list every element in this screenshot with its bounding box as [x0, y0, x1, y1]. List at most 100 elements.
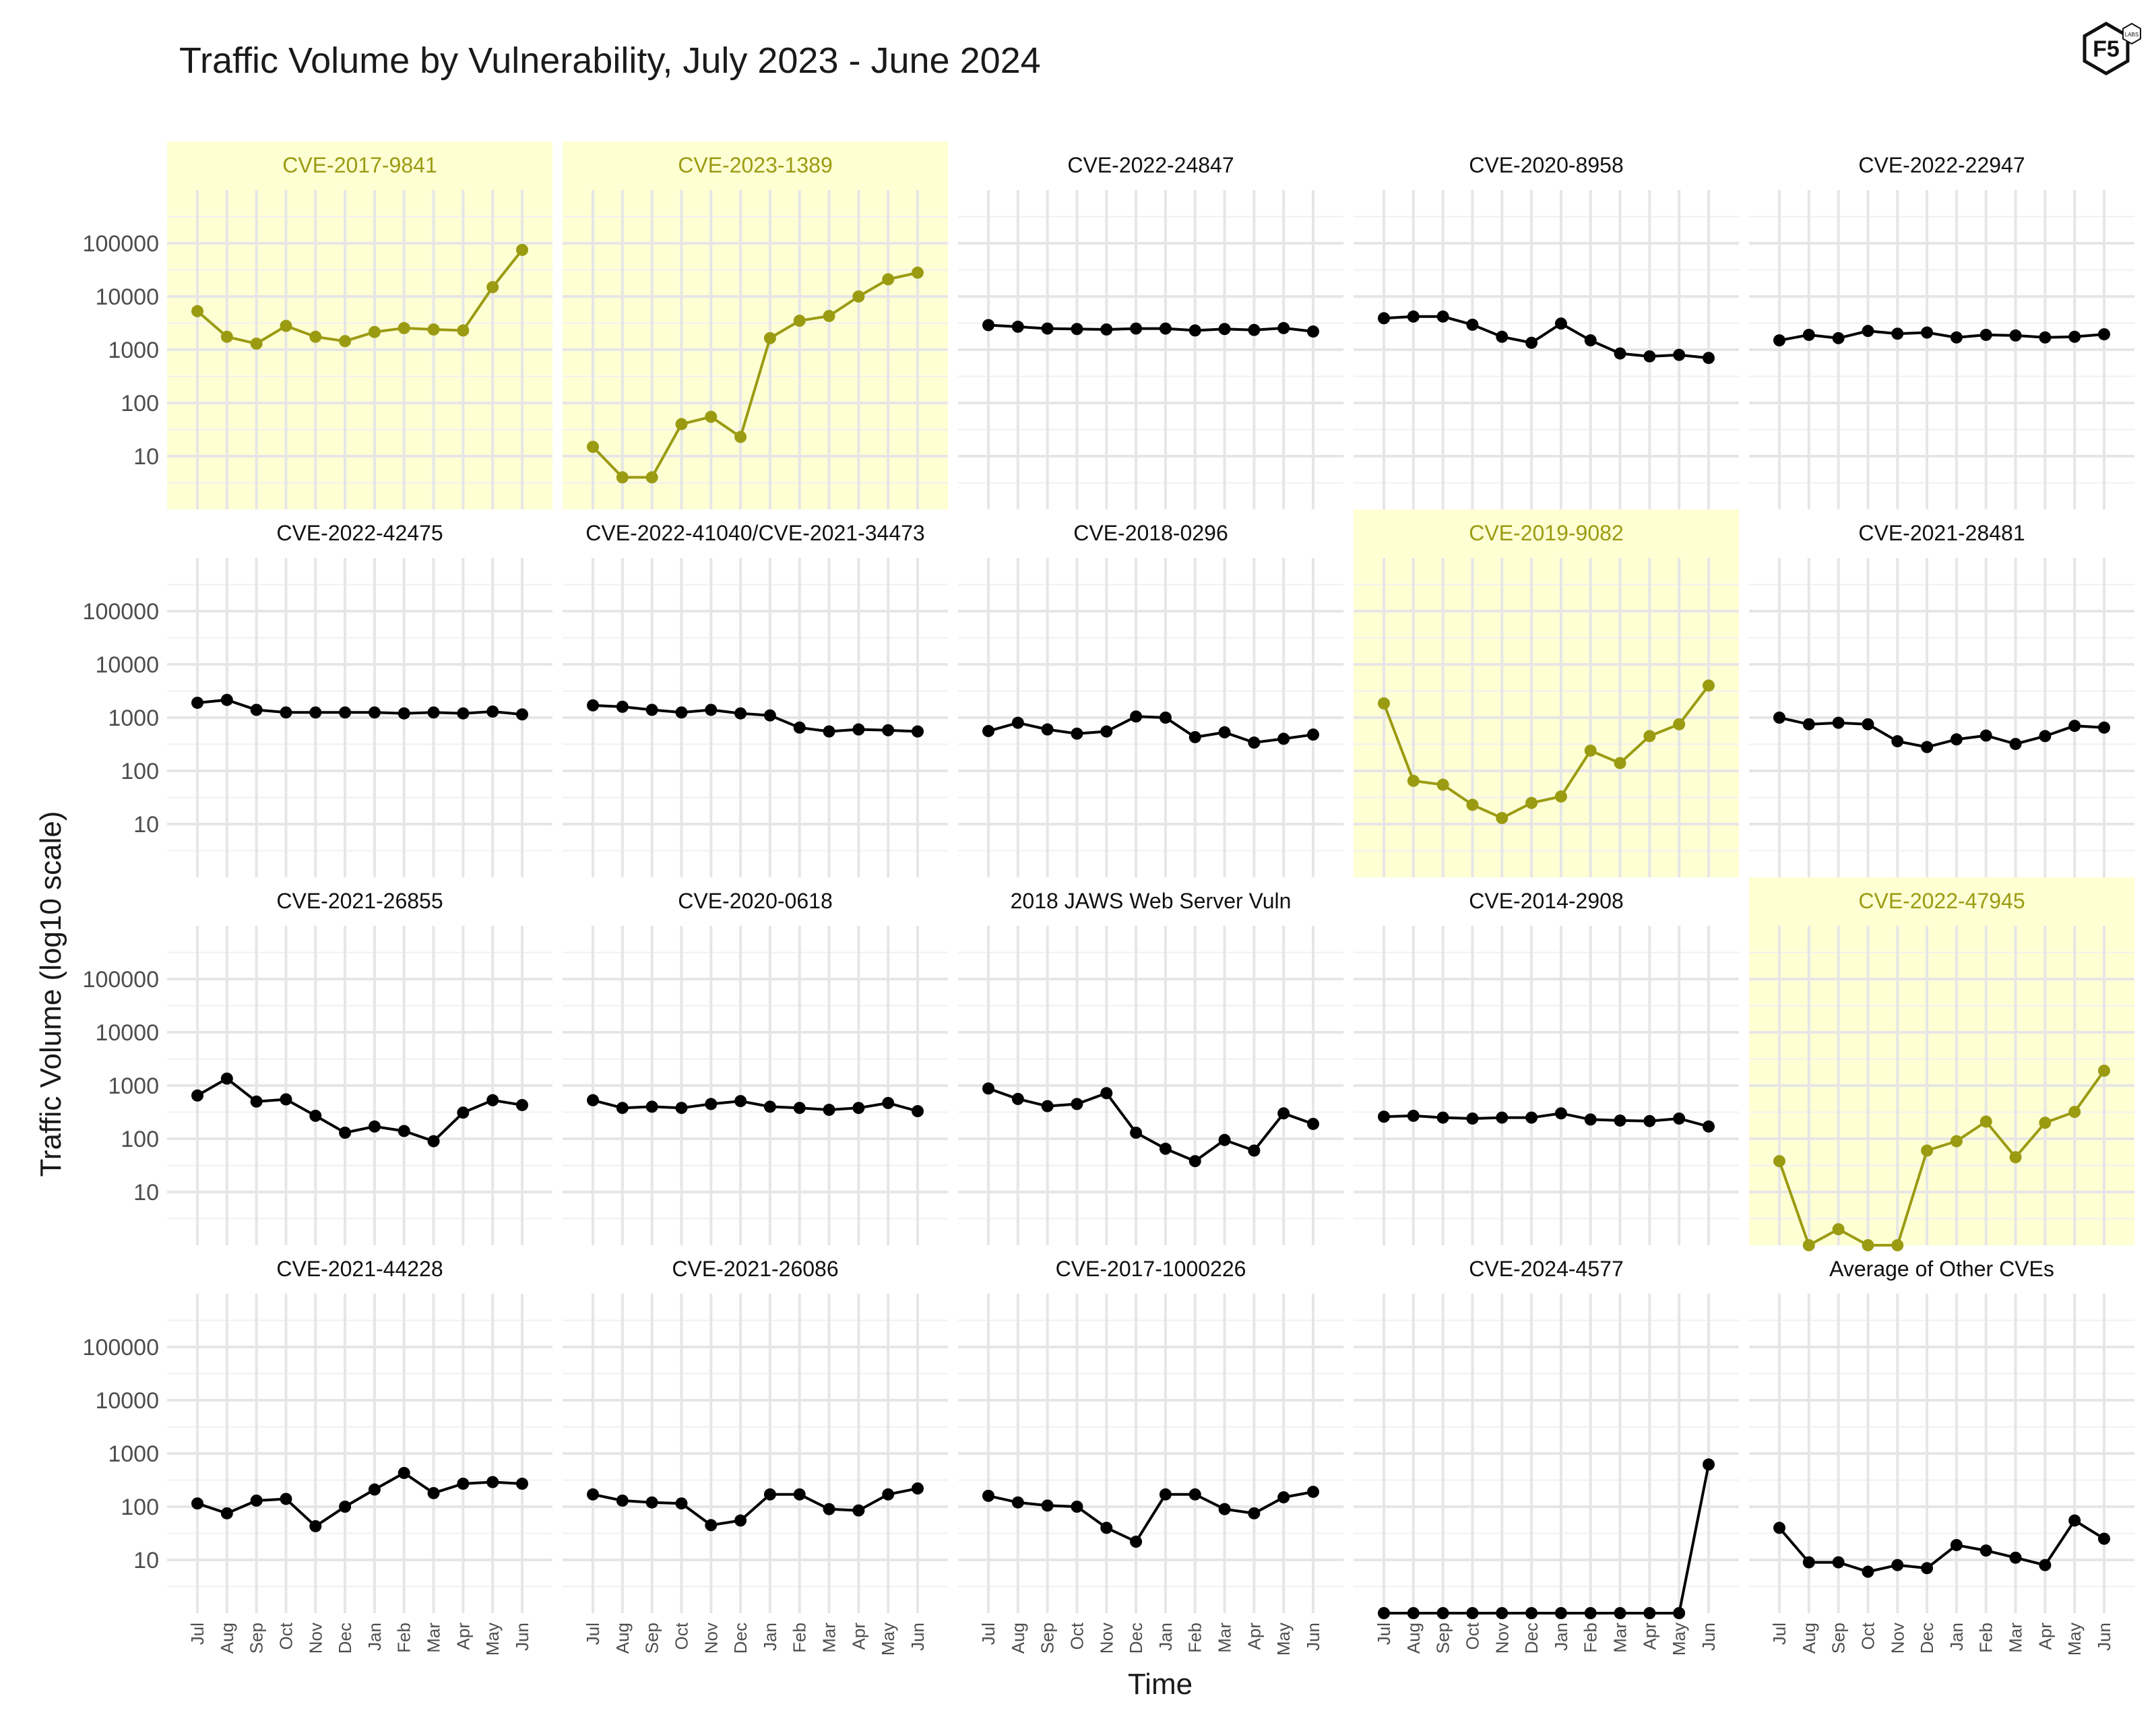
data-point [2039, 1117, 2052, 1129]
data-point [1862, 1239, 1874, 1251]
y-tick-label: 10000 [95, 652, 159, 678]
panel: CVE-2019-9082 [1354, 509, 1739, 877]
x-tick-label: Apr [2035, 1623, 2055, 1650]
data-point [2098, 1532, 2110, 1545]
data-point [2098, 1064, 2110, 1077]
x-tick-label: Jan [1946, 1623, 1967, 1651]
data-point [1643, 350, 1656, 363]
data-point [339, 1501, 352, 1513]
data-point [823, 725, 835, 738]
data-point [1188, 730, 1201, 743]
data-point [1921, 741, 1934, 753]
series-line [1383, 1112, 1709, 1128]
data-point [1407, 310, 1420, 323]
data-point [1378, 697, 1390, 710]
panel: CVE-2022-47945 [1749, 877, 2134, 1251]
panel: CVE-2021-26855 10 100 1000 10000 100000 [83, 889, 552, 1245]
data-point [250, 1095, 263, 1108]
y-tick-label: 1000 [108, 705, 159, 731]
panel: CVE-2022-22947 [1749, 153, 2134, 509]
y-tick-label: 1000 [108, 1441, 159, 1467]
data-point [616, 1494, 629, 1507]
y-tick-label: 10 [133, 444, 159, 470]
data-point [1407, 774, 1420, 787]
data-point [2068, 1106, 2081, 1119]
y-tick-label: 100 [121, 1127, 159, 1152]
data-point [1378, 1607, 1390, 1619]
data-point [250, 1494, 263, 1507]
x-tick-label: Jul [583, 1623, 603, 1645]
y-tick-label: 100000 [83, 967, 159, 993]
data-point [1525, 796, 1538, 809]
data-point [1011, 320, 1024, 333]
y-tick-label: 100000 [83, 599, 159, 625]
data-point [220, 1072, 233, 1085]
data-point [1703, 1458, 1715, 1471]
logo-labs-text: LABS [2125, 32, 2138, 38]
data-point [457, 1477, 470, 1490]
data-point [882, 1096, 895, 1109]
y-tick-label: 100000 [83, 231, 159, 257]
data-point [1979, 1115, 1992, 1128]
data-point [1041, 723, 1054, 736]
data-point [705, 1519, 718, 1532]
data-point [1277, 1107, 1290, 1120]
data-point [1041, 1499, 1054, 1512]
data-point [1773, 334, 1785, 347]
data-point [457, 324, 470, 337]
data-point [1436, 1607, 1449, 1619]
data-point [1218, 323, 1231, 336]
x-tick-label: Feb [1976, 1623, 1996, 1653]
data-point [339, 335, 352, 348]
data-point [1802, 1556, 1815, 1569]
data-point [486, 1476, 499, 1488]
data-point [1584, 1113, 1597, 1126]
data-point [220, 330, 233, 343]
data-point [705, 703, 718, 716]
data-point [1100, 323, 1113, 336]
data-point [1218, 1133, 1231, 1146]
data-point [1307, 325, 1319, 338]
data-point [1436, 1111, 1449, 1124]
panel-title: CVE-2021-26855 [276, 889, 443, 913]
panel: CVE-2022-24847 [958, 153, 1343, 509]
data-point [516, 708, 528, 721]
x-tick-label: Dec [335, 1623, 355, 1654]
data-point [368, 706, 381, 719]
panel: CVE-2020-8958 [1354, 153, 1739, 509]
data-point [1832, 332, 1845, 344]
data-point [1011, 1092, 1024, 1105]
data-point [339, 706, 352, 719]
data-point [1614, 757, 1626, 770]
x-tick-label: May [878, 1623, 898, 1656]
data-point [1188, 1155, 1201, 1168]
series-line [1779, 716, 2105, 749]
y-tick-label: 10 [133, 1548, 159, 1573]
data-point [457, 707, 470, 720]
x-tick-label: Mar [2006, 1623, 2026, 1653]
x-tick-label: Apr [1244, 1623, 1264, 1650]
data-point [734, 707, 747, 720]
panel-title: CVE-2017-1000226 [1056, 1257, 1246, 1281]
x-tick-label: Jan [1551, 1623, 1571, 1651]
data-point [1862, 1565, 1874, 1578]
x-tick-label: May [482, 1623, 503, 1656]
data-point [793, 1102, 806, 1115]
data-point [1159, 1142, 1172, 1155]
x-tick-label: Feb [394, 1623, 414, 1653]
panel: CVE-2024-4577 Jul Aug Sep Oct Nov Dec Jan Feb Mar… [1354, 1257, 1739, 1656]
panel: CVE-2021-28481 [1749, 521, 2134, 877]
data-point [516, 1098, 528, 1111]
x-tick-label: Mar [819, 1623, 839, 1653]
y-tick-label: 10000 [95, 1020, 159, 1046]
panel: CVE-2017-9841 10 100 1000 10000 100000 [83, 142, 552, 509]
data-point [823, 309, 835, 322]
data-point [427, 323, 440, 336]
panel: CVE-2022-41040/CVE-2021-34473 [563, 521, 948, 877]
data-point [1011, 1496, 1024, 1509]
data-point [645, 1100, 658, 1113]
data-point [1159, 322, 1172, 335]
logo-labs-hexagon [2122, 22, 2141, 45]
x-tick-label: Jan [760, 1623, 780, 1651]
panel-title: CVE-2021-28481 [1858, 521, 2025, 545]
